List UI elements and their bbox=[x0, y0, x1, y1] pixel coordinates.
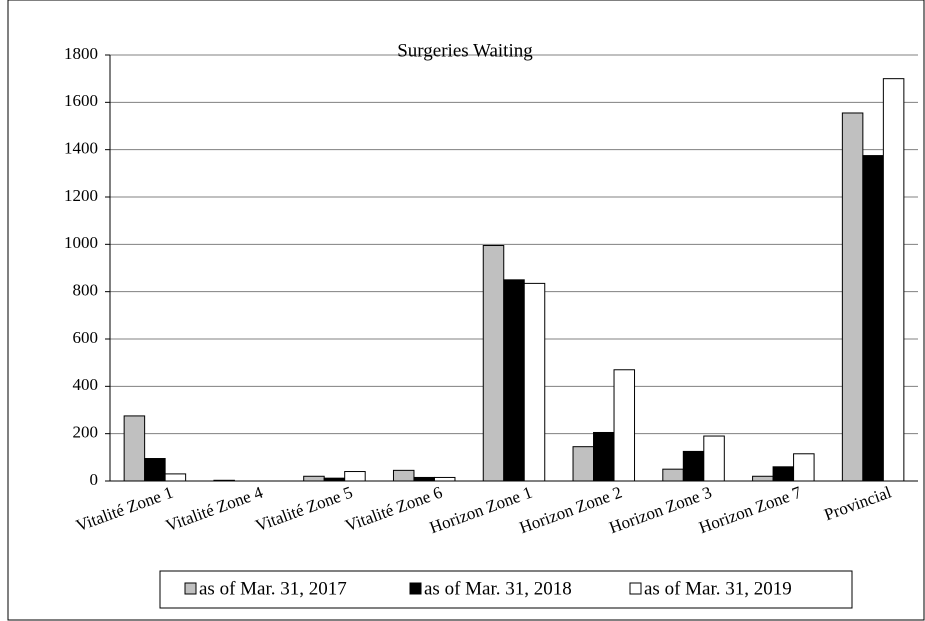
y-tick-label: 800 bbox=[73, 281, 99, 300]
bar bbox=[772, 466, 795, 482]
y-tick-label: 600 bbox=[73, 328, 99, 347]
legend-swatch bbox=[409, 582, 422, 595]
x-tick-label: Horizon Zone 7 bbox=[696, 482, 804, 537]
bar bbox=[662, 468, 684, 482]
legend-swatch bbox=[184, 582, 197, 595]
x-tick-label: Horizon Zone 1 bbox=[427, 483, 535, 538]
legend-label: as of Mar. 31, 2018 bbox=[424, 578, 572, 599]
chart-title: Surgeries Waiting bbox=[397, 40, 533, 61]
bar bbox=[344, 471, 366, 482]
bar bbox=[841, 112, 864, 482]
legend-label: as of Mar. 31, 2017 bbox=[199, 578, 347, 599]
bar bbox=[433, 476, 456, 482]
y-tick-label: 1800 bbox=[64, 44, 98, 63]
y-tick-label: 1000 bbox=[64, 233, 98, 252]
bar bbox=[752, 475, 774, 482]
x-tick-label: Vitalité Zone 4 bbox=[163, 482, 266, 535]
bar bbox=[303, 475, 325, 482]
x-tick-label: Vitalité Zone 1 bbox=[73, 483, 175, 536]
y-tick-label: 1200 bbox=[64, 186, 98, 205]
bar bbox=[482, 245, 505, 482]
y-tick-label: 0 bbox=[90, 470, 99, 489]
bar bbox=[144, 458, 166, 482]
bar bbox=[123, 415, 146, 482]
legend-label: as of Mar. 31, 2019 bbox=[644, 578, 792, 599]
bar bbox=[213, 479, 235, 482]
x-tick-label: Vitalité Zone 5 bbox=[253, 483, 355, 536]
bar bbox=[413, 476, 435, 482]
y-tick-label: 1400 bbox=[64, 139, 98, 158]
bar bbox=[882, 78, 905, 482]
y-tick-label: 200 bbox=[73, 423, 99, 442]
bar bbox=[572, 446, 595, 482]
bar bbox=[703, 435, 725, 482]
bar bbox=[682, 450, 705, 482]
bar bbox=[164, 473, 187, 482]
bar bbox=[593, 431, 615, 482]
x-tick-label: Provincial bbox=[822, 482, 894, 524]
bar bbox=[862, 155, 884, 482]
y-tick-label: 400 bbox=[73, 375, 99, 394]
legend-box bbox=[159, 570, 853, 609]
bar bbox=[523, 282, 546, 482]
bar bbox=[793, 453, 815, 482]
x-tick-label: Horizon Zone 2 bbox=[517, 483, 625, 538]
legend-swatch bbox=[629, 582, 642, 595]
bar bbox=[323, 477, 346, 482]
bar bbox=[503, 279, 525, 482]
frame bbox=[7, 0, 925, 621]
bar bbox=[613, 369, 636, 482]
bar bbox=[392, 469, 415, 482]
x-tick-label: Horizon Zone 3 bbox=[607, 483, 715, 538]
y-tick-label: 1600 bbox=[64, 91, 98, 110]
